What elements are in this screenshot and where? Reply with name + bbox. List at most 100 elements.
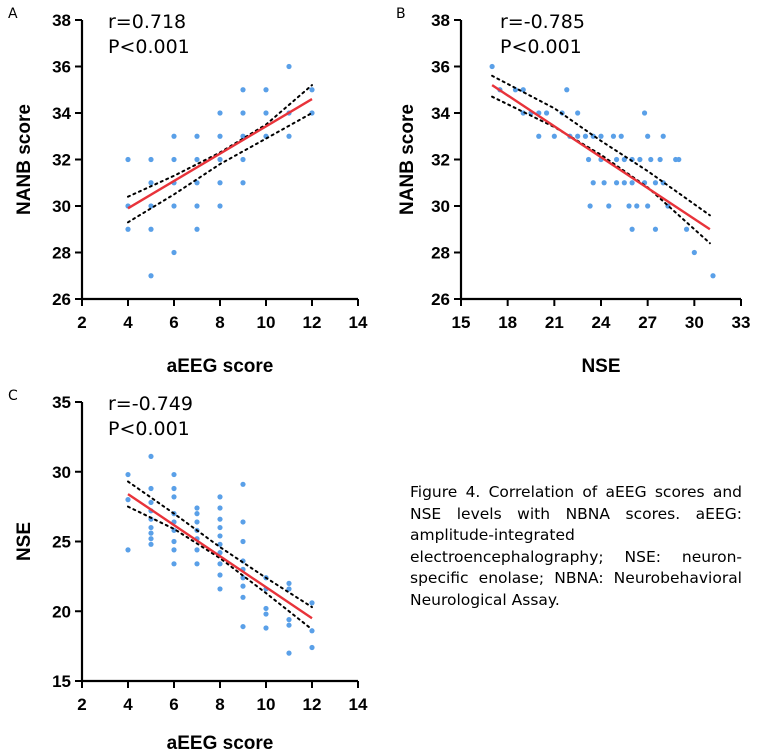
panel-letter: A	[8, 6, 18, 22]
y-tick-label: 36	[431, 58, 450, 77]
y-tick-label: 25	[52, 533, 71, 552]
data-point	[240, 87, 246, 93]
data-point	[564, 87, 570, 93]
data-point	[125, 497, 131, 503]
panel-b: B 26 28 30 32 34 36 38 15 18 21 24 27 30 33 NSE NANB sco…	[396, 6, 750, 377]
data-point	[217, 180, 223, 186]
data-point	[598, 133, 604, 139]
data-point	[148, 536, 154, 542]
p-value-label: P<0.001	[500, 36, 582, 58]
y-tick-label: 35	[52, 393, 71, 412]
data-point	[171, 133, 177, 139]
data-point	[286, 650, 292, 656]
data-point	[240, 110, 246, 116]
data-point	[610, 133, 617, 139]
data-point	[520, 87, 526, 93]
data-point	[710, 273, 716, 279]
panel-letter: C	[8, 388, 18, 404]
correlation-r-label: r=0.718	[108, 11, 186, 33]
x-tick-label: 12	[303, 313, 322, 332]
data-point	[629, 180, 635, 186]
x-tick-label: 10	[257, 695, 276, 714]
data-point	[512, 87, 519, 93]
data-point	[536, 133, 542, 139]
data-point	[194, 226, 200, 232]
data-point	[286, 133, 292, 139]
data-point	[601, 180, 607, 186]
data-point	[263, 605, 269, 612]
x-tick-label: 4	[123, 313, 133, 332]
data-point	[240, 575, 246, 581]
data-point	[194, 505, 200, 511]
y-tick-label: 30	[431, 197, 450, 216]
data-point	[286, 580, 292, 586]
data-point	[148, 156, 154, 163]
data-point	[217, 533, 223, 539]
data-point	[148, 485, 154, 492]
x-tick-label: 18	[498, 313, 517, 332]
data-point	[171, 494, 177, 500]
data-point	[148, 499, 154, 506]
y-tick-label: 28	[431, 244, 450, 263]
data-point	[648, 156, 654, 163]
x-tick-label: 14	[349, 313, 368, 332]
data-point	[240, 156, 246, 163]
data-point	[125, 156, 131, 163]
data-point	[148, 203, 154, 209]
x-tick-label: 10	[257, 313, 276, 332]
x-tick-label: 6	[169, 313, 178, 332]
data-point	[148, 524, 154, 531]
data-point	[676, 156, 682, 163]
x-axis-label: NSE	[581, 356, 620, 377]
data-point	[125, 547, 131, 553]
data-point	[286, 63, 292, 70]
data-point	[217, 505, 223, 511]
data-point	[240, 538, 246, 545]
data-point	[171, 249, 177, 256]
data-point	[691, 249, 697, 256]
data-point	[645, 133, 651, 139]
y-axis-label: NANB score	[397, 104, 418, 215]
data-point	[263, 611, 269, 617]
data-point	[613, 156, 620, 163]
data-point	[171, 561, 177, 567]
data-point	[652, 226, 659, 232]
p-value-label: P<0.001	[108, 36, 190, 58]
data-point	[125, 226, 131, 232]
y-tick-label: 32	[52, 151, 71, 170]
data-point	[613, 180, 620, 186]
x-tick-label: 15	[452, 313, 471, 332]
data-point	[309, 87, 315, 93]
ci-upper-line	[127, 84, 313, 198]
data-point	[621, 156, 627, 163]
data-point	[489, 63, 495, 70]
data-point	[148, 226, 154, 232]
y-tick-label: 15	[52, 672, 71, 691]
data-point	[286, 617, 292, 623]
data-point	[194, 133, 200, 139]
data-point	[645, 203, 651, 209]
y-tick-label: 20	[52, 602, 71, 621]
data-point	[286, 622, 292, 628]
data-point	[217, 133, 223, 139]
data-point	[618, 133, 624, 139]
panel-letter: B	[396, 6, 406, 22]
data-point	[194, 547, 200, 553]
y-tick-label: 34	[431, 104, 450, 123]
x-tick-label: 8	[215, 695, 224, 714]
ci-upper-line	[491, 74, 711, 217]
data-point	[171, 156, 177, 163]
ci-lower-line	[127, 505, 313, 631]
data-point	[240, 519, 246, 525]
data-point	[171, 471, 177, 478]
y-tick-label: 32	[431, 151, 450, 170]
data-point	[171, 203, 177, 209]
data-point	[171, 538, 177, 545]
data-point	[217, 494, 223, 500]
data-point	[217, 203, 223, 209]
x-tick-label: 2	[77, 313, 86, 332]
regression-line	[127, 493, 313, 620]
data-point	[641, 110, 648, 116]
data-point	[582, 133, 589, 139]
